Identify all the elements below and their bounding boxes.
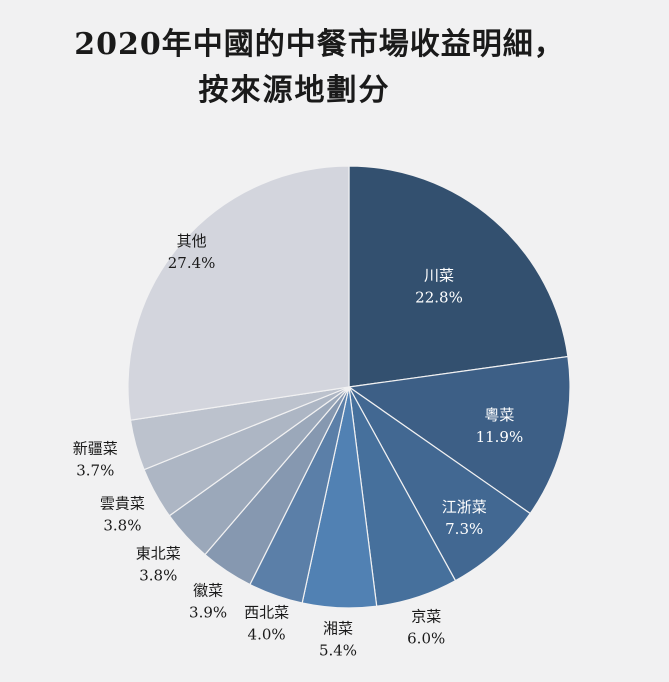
slice-value-label: 3.8%: [103, 517, 141, 535]
pie-slice: [127, 165, 350, 421]
slice-label: 湘菜: [323, 620, 353, 638]
slice-label: 東北菜: [136, 545, 181, 563]
slice-value-label: 5.4%: [319, 642, 357, 660]
chart-title-line-1: 2020年中國的中餐市場收益明細，: [74, 27, 565, 62]
slice-value-label: 7.3%: [445, 520, 483, 538]
slice-value-label: 4.0%: [248, 625, 286, 643]
slice-label: 其他: [177, 232, 207, 250]
pie-slice: [348, 165, 569, 388]
slice-label: 西北菜: [244, 603, 289, 621]
slice-label: 新疆菜: [73, 439, 118, 457]
pie-labels: 川菜 22.8% 粵菜 11.9% 江浙菜 7.3% 京菜 6.0% 湘菜 5.4% 西北菜 4.0%…: [73, 232, 523, 660]
slice-value-label: 6.0%: [407, 630, 445, 648]
chart-title: 2020年中國的中餐市場收益明細， 按來源地劃分: [0, 22, 669, 114]
pie-slices: [127, 165, 571, 609]
chart-title-line-2: 按來源地劃分: [198, 73, 391, 108]
slice-label: 江浙菜: [442, 498, 487, 516]
slice-label: 粵菜: [484, 406, 514, 424]
slice-value-label: 27.4%: [168, 254, 216, 272]
slice-value-label: 11.9%: [476, 428, 524, 446]
slice-value-label: 3.8%: [139, 567, 177, 585]
slice-label: 雲貴菜: [100, 495, 145, 513]
slice-value-label: 3.7%: [76, 461, 114, 479]
slice-label: 川菜: [424, 267, 454, 285]
pie-slice: [348, 386, 532, 582]
slice-value-label: 3.9%: [189, 604, 227, 622]
pie-slice: [347, 355, 571, 515]
slice-label: 京菜: [411, 608, 441, 626]
slice-value-label: 22.8%: [415, 289, 463, 307]
slice-label: 徽菜: [193, 582, 223, 600]
